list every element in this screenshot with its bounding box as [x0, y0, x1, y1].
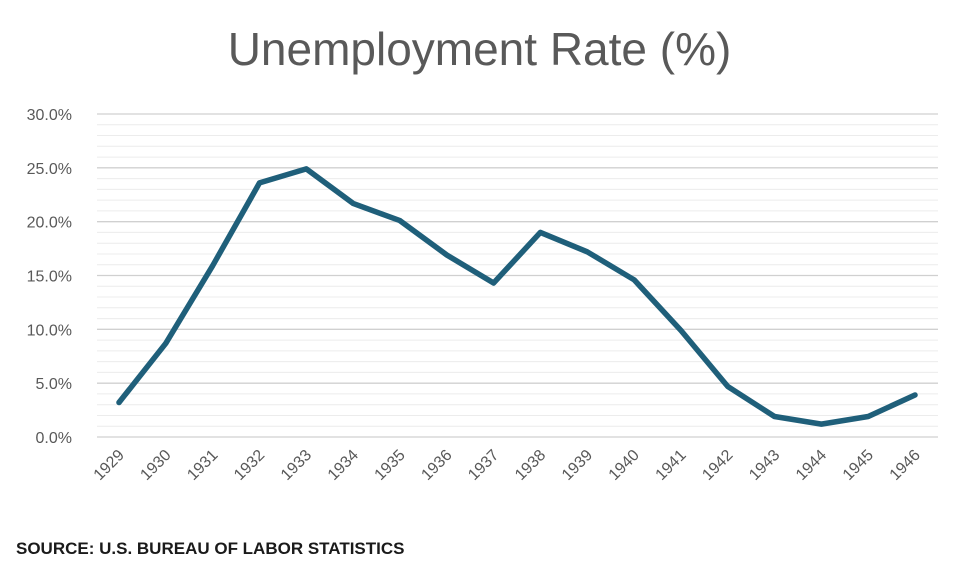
x-tick-label: 1929: [91, 447, 128, 484]
x-tick-label: 1944: [793, 447, 830, 484]
source-note: SOURCE: U.S. BUREAU OF LABOR STATISTICS: [16, 539, 405, 558]
x-tick-label: 1938: [512, 447, 549, 484]
x-axis-ticks: 1929 1930 1931 1932 1933 1934 1935 1936 1937 1938…: [91, 447, 924, 484]
x-tick-label: 1931: [184, 447, 221, 484]
y-tick-label: 25.0%: [27, 161, 72, 178]
y-axis-ticks: 0.0% 5.0% 10.0% 15.0% 20.0% 25.0% 30.0%: [27, 107, 72, 447]
data-point: [865, 414, 871, 420]
x-tick-label: 1945: [840, 447, 877, 484]
data-point: [584, 249, 590, 255]
data-point: [912, 392, 918, 398]
x-tick-label: 1935: [372, 447, 409, 484]
x-tick-label: 1932: [231, 447, 268, 484]
x-tick-label: 1934: [325, 447, 362, 484]
y-tick-label: 20.0%: [27, 215, 72, 232]
x-tick-label: 1936: [418, 447, 455, 484]
y-tick-label: 15.0%: [27, 269, 72, 286]
data-point: [163, 340, 169, 346]
data-point: [725, 383, 731, 389]
chart-title: Unemployment Rate (%): [227, 23, 732, 75]
gridlines: [97, 113, 938, 438]
x-tick-label: 1930: [137, 447, 174, 484]
x-tick-label: 1933: [278, 447, 315, 484]
data-point: [491, 280, 497, 286]
data-point: [631, 277, 637, 283]
data-point: [116, 400, 122, 406]
x-tick-label: 1943: [746, 447, 783, 484]
y-tick-label: 5.0%: [36, 376, 72, 393]
data-point: [210, 263, 216, 269]
series-line: [116, 166, 918, 427]
x-tick-label: 1942: [699, 447, 736, 484]
data-point: [678, 327, 684, 333]
data-point: [444, 252, 450, 258]
x-tick-label: 1937: [465, 447, 502, 484]
data-point: [256, 180, 262, 186]
data-point: [818, 421, 824, 427]
data-point: [772, 414, 778, 420]
y-tick-label: 0.0%: [36, 430, 72, 447]
data-point: [303, 166, 309, 172]
data-point: [537, 229, 543, 235]
x-tick-label: 1941: [653, 447, 690, 484]
x-tick-label: 1946: [887, 447, 924, 484]
x-tick-label: 1939: [559, 447, 596, 484]
y-tick-label: 30.0%: [27, 107, 72, 124]
series-layer: [116, 166, 918, 427]
x-tick-label: 1940: [606, 447, 643, 484]
y-tick-label: 10.0%: [27, 322, 72, 339]
data-point: [397, 218, 403, 224]
data-point: [350, 200, 356, 206]
